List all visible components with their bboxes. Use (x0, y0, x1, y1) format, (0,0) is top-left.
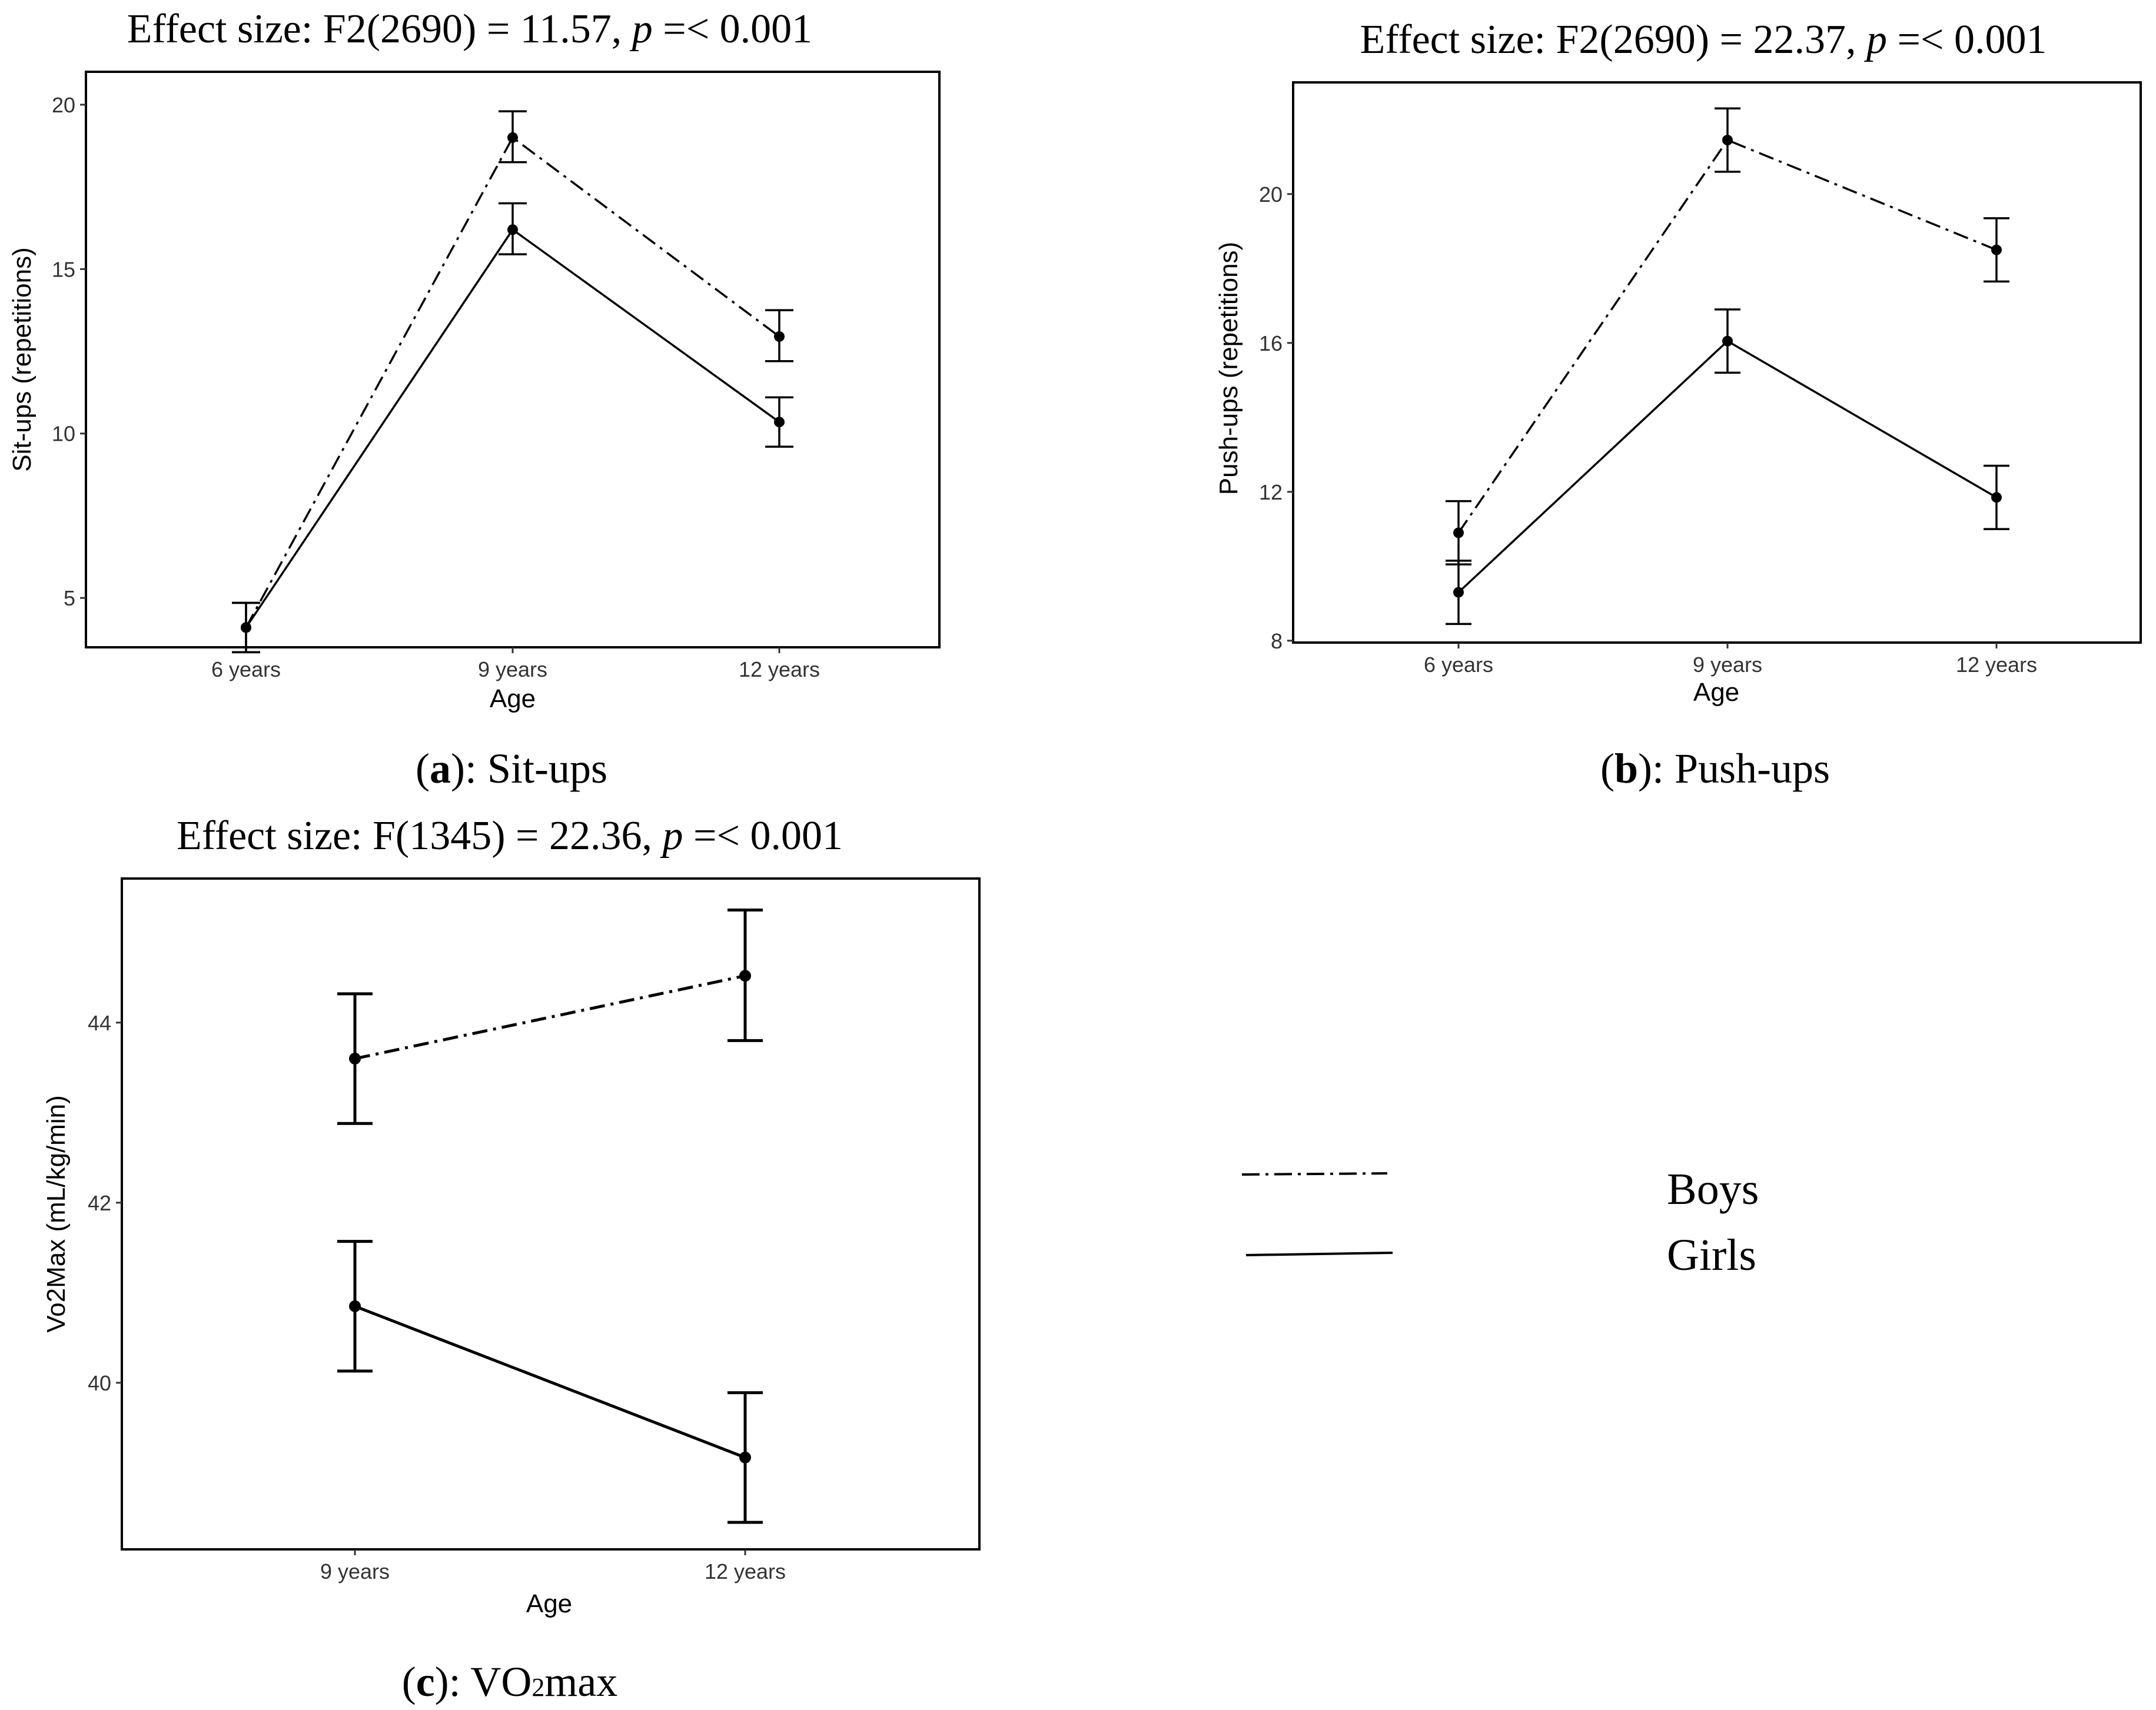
x-tick-label: 6 years (211, 657, 281, 681)
panel-c-plot-frame (121, 877, 981, 1551)
panel-c-title: Effect size: F(1345) = 22.36, p =< 0.001 (177, 813, 843, 859)
y-tick-label: 10 (52, 422, 75, 446)
x-tick-label: 12 years (705, 1559, 786, 1583)
data-point-girls (507, 224, 518, 235)
panel-a-sit-ups: Effect size: F2(2690) = 11.57, p =< 0.00… (8, 6, 941, 792)
series-line-girls (245, 228, 780, 628)
panel-c-x-axis: 9 years 12 years (320, 1549, 786, 1583)
y-tick-label: 8 (1271, 629, 1283, 653)
panel-b-plot-frame (1292, 81, 2142, 644)
panel-a-title: Effect size: F2(2690) = 11.57, p =< 0.00… (127, 6, 812, 52)
x-tick-label: 12 years (1956, 653, 2037, 677)
data-point-girls (1722, 335, 1733, 347)
data-point-girls (1453, 587, 1464, 598)
panel-b-caption: (b): Push-ups (1600, 745, 1830, 792)
data-point-boys (739, 970, 751, 982)
data-point-boys (349, 1053, 361, 1065)
data-point-girls (1991, 492, 2002, 503)
panel-b-push-ups: Effect size: F2(2690) = 22.37, p =< 0.00… (1214, 17, 2142, 792)
data-point-boys (1453, 527, 1464, 538)
x-tick-label: 12 years (739, 657, 820, 681)
y-tick-label: 20 (52, 93, 75, 117)
x-tick-label: 9 years (1693, 653, 1762, 677)
panel-b-x-label: Age (1693, 678, 1739, 707)
panel-a-y-label: Sit-ups (repetitions) (8, 247, 36, 471)
data-point-boys (507, 132, 518, 143)
data-point-boys (1991, 244, 2002, 255)
legend-line-girls (1245, 1252, 1393, 1256)
legend-label-boys: Boys (1667, 1165, 1759, 1214)
y-tick-label: 5 (64, 586, 75, 610)
data-point-boys (1722, 135, 1733, 146)
legend-line-boys (1241, 1172, 1388, 1176)
panel-b-marks (1446, 107, 2009, 626)
panel-b-y-axis: 8 12 16 20 (1259, 182, 1293, 653)
panel-c-caption: (c): VO2max (402, 1658, 618, 1705)
data-point-girls (774, 417, 785, 428)
panel-a-x-label: Age (490, 684, 536, 713)
x-tick-label: 9 years (478, 657, 547, 681)
panel-c-x-label: Age (526, 1589, 572, 1618)
data-point-boys (774, 331, 785, 342)
legend-label-girls: Girls (1667, 1230, 1756, 1280)
y-tick-label: 20 (1259, 182, 1283, 207)
panel-a-marks (232, 110, 793, 654)
y-tick-label: 40 (88, 1371, 111, 1395)
legend: Boys Girls (1241, 1165, 1759, 1280)
y-tick-label: 16 (1259, 331, 1283, 355)
x-tick-label: 9 years (320, 1559, 390, 1583)
panel-a-x-axis: 6 years 9 years 12 years (211, 647, 820, 681)
y-tick-label: 44 (88, 1011, 111, 1035)
series-line-girls (354, 1305, 746, 1459)
series-line-boys (245, 136, 780, 628)
y-tick-label: 12 (1259, 480, 1283, 504)
panel-c-vo2max: Effect size: F(1345) = 22.36, p =< 0.001… (42, 813, 981, 1705)
panel-a-y-axis: 5 10 15 20 (52, 93, 86, 610)
panel-c-y-axis: 40 42 44 (88, 1011, 122, 1395)
panel-b-title: Effect size: F2(2690) = 22.37, p =< 0.00… (1360, 17, 2047, 62)
y-tick-label: 15 (52, 257, 75, 281)
data-point-girls (241, 622, 251, 633)
y-tick-label: 42 (88, 1191, 111, 1215)
panel-b-y-label: Push-ups (repetitions) (1214, 242, 1243, 495)
panel-b-x-axis: 6 years 9 years 12 years (1424, 643, 2037, 677)
series-line-boys (354, 974, 746, 1060)
x-tick-label: 6 years (1424, 653, 1493, 677)
panel-a-caption: (a): Sit-ups (416, 745, 607, 792)
data-point-girls (739, 1451, 751, 1463)
series-line-girls (1457, 340, 1997, 593)
panel-c-marks (337, 909, 763, 1524)
series-line-boys (1457, 138, 1997, 534)
data-point-girls (349, 1300, 361, 1312)
panel-c-y-label: Vo2Max (mL/kg/min) (42, 1095, 71, 1332)
